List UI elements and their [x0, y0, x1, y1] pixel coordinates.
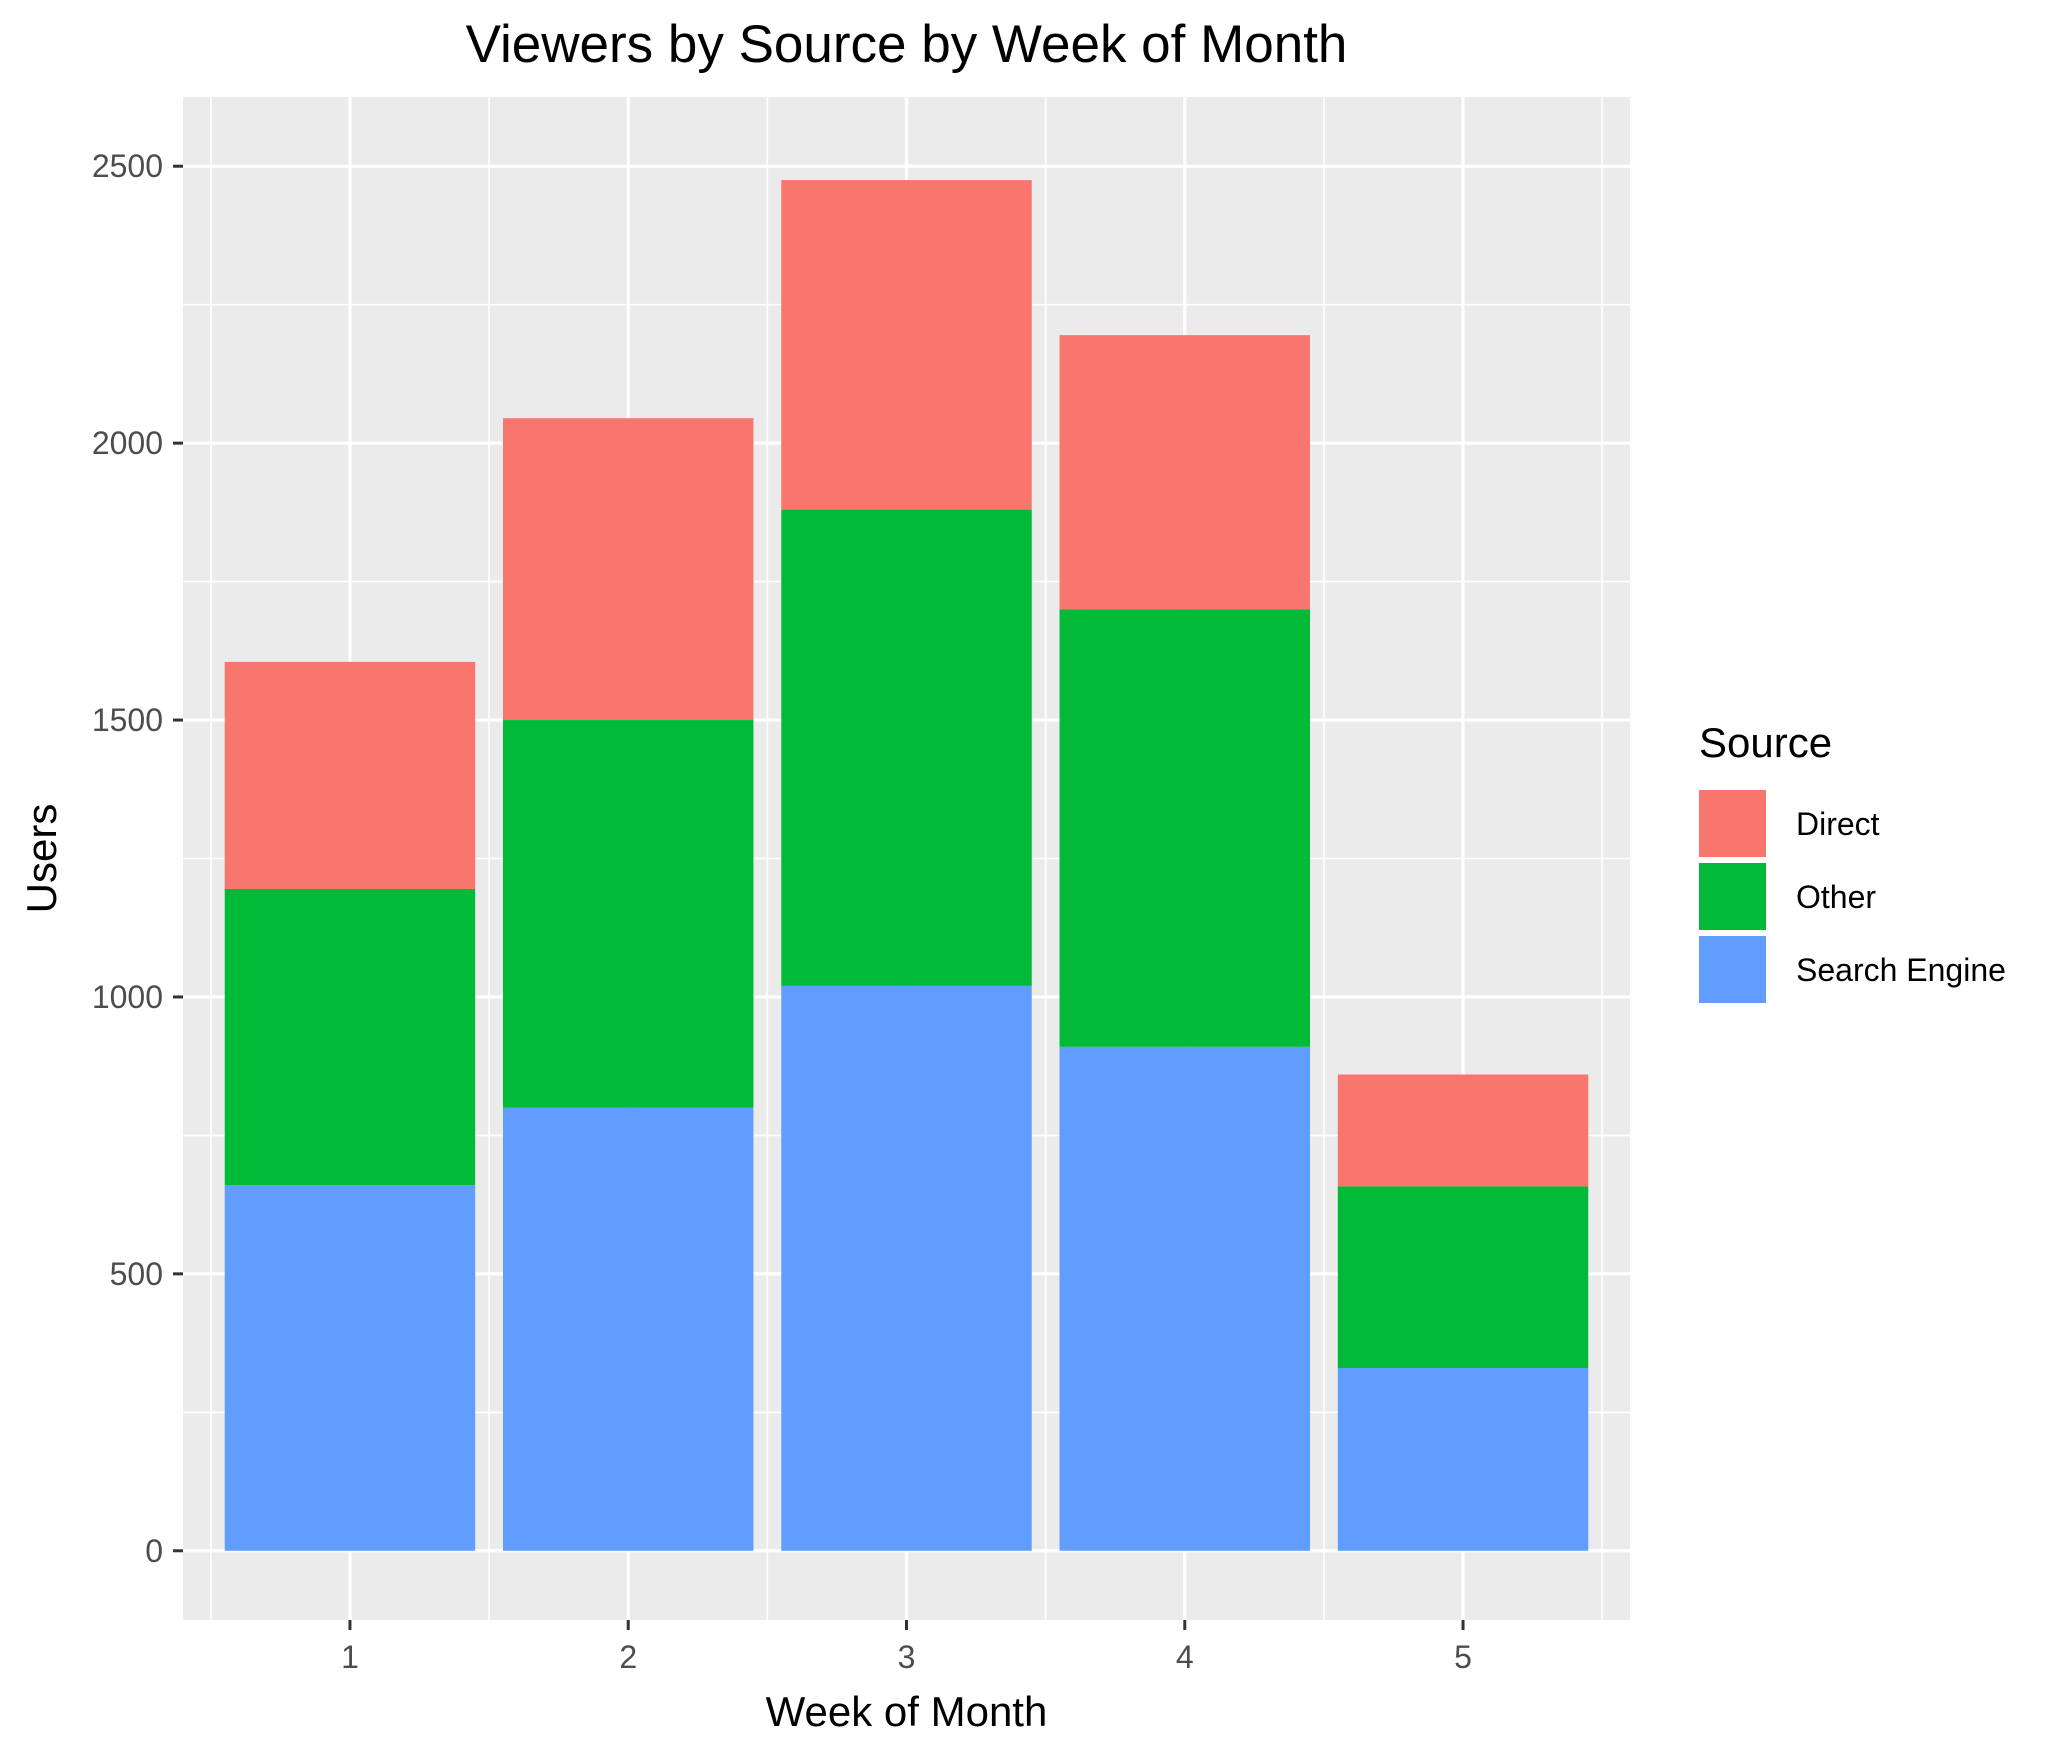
- legend-label-other: Other: [1796, 879, 1876, 915]
- y-tick-label: 1500: [92, 702, 163, 738]
- legend-label-search-engine: Search Engine: [1796, 952, 2006, 988]
- bar-other-week-2: [503, 720, 754, 1108]
- legend-swatch-direct: [1699, 790, 1766, 857]
- bars: [224, 180, 1589, 1551]
- legend-swatch-search-engine: [1699, 936, 1766, 1003]
- bar-direct-week-4: [1059, 335, 1310, 610]
- x-axis-title: Week of Month: [766, 1688, 1048, 1735]
- bar-search-engine-week-5: [1337, 1368, 1589, 1551]
- y-tick-label: 2000: [92, 425, 163, 461]
- y-tick-label: 500: [110, 1256, 163, 1292]
- bar-search-engine-week-2: [503, 1107, 754, 1551]
- bar-direct-week-2: [503, 418, 754, 721]
- y-tick-label: 1000: [92, 979, 163, 1015]
- legend-title: Source: [1699, 719, 1832, 766]
- x-tick-label: 1: [341, 1639, 359, 1675]
- chart-title: Viewers by Source by Week of Month: [466, 15, 1348, 74]
- bar-direct-week-1: [224, 661, 476, 889]
- legend-swatch-other: [1699, 863, 1766, 930]
- x-tick-label: 4: [1176, 1639, 1194, 1675]
- minor-gridlines: [183, 97, 1630, 1620]
- legend: Source Direct Other Search Engine: [1699, 719, 2006, 1003]
- bar-direct-week-5: [1337, 1074, 1589, 1187]
- x-axis: 1 2 3 4 5: [341, 1620, 1472, 1675]
- legend-label-direct: Direct: [1796, 806, 1880, 842]
- legend-entries: Direct Other Search Engine: [1699, 790, 2006, 1003]
- x-tick-label: 2: [619, 1639, 637, 1675]
- bar-direct-week-3: [781, 180, 1032, 510]
- y-tick-label: 2500: [92, 148, 163, 184]
- bar-search-engine-week-3: [781, 985, 1032, 1551]
- x-tick-label: 3: [898, 1639, 916, 1675]
- bar-other-week-3: [781, 509, 1032, 986]
- bar-other-week-4: [1059, 609, 1310, 1047]
- y-axis: 0 500 1000 1500 2000 2500: [92, 148, 183, 1569]
- bar-search-engine-week-1: [224, 1185, 476, 1551]
- y-axis-title: Users: [18, 804, 65, 914]
- x-tick-label: 5: [1454, 1639, 1472, 1675]
- bar-other-week-1: [224, 888, 476, 1186]
- bar-search-engine-week-4: [1059, 1046, 1310, 1551]
- bar-other-week-5: [1337, 1186, 1589, 1369]
- y-tick-label: 0: [145, 1533, 163, 1569]
